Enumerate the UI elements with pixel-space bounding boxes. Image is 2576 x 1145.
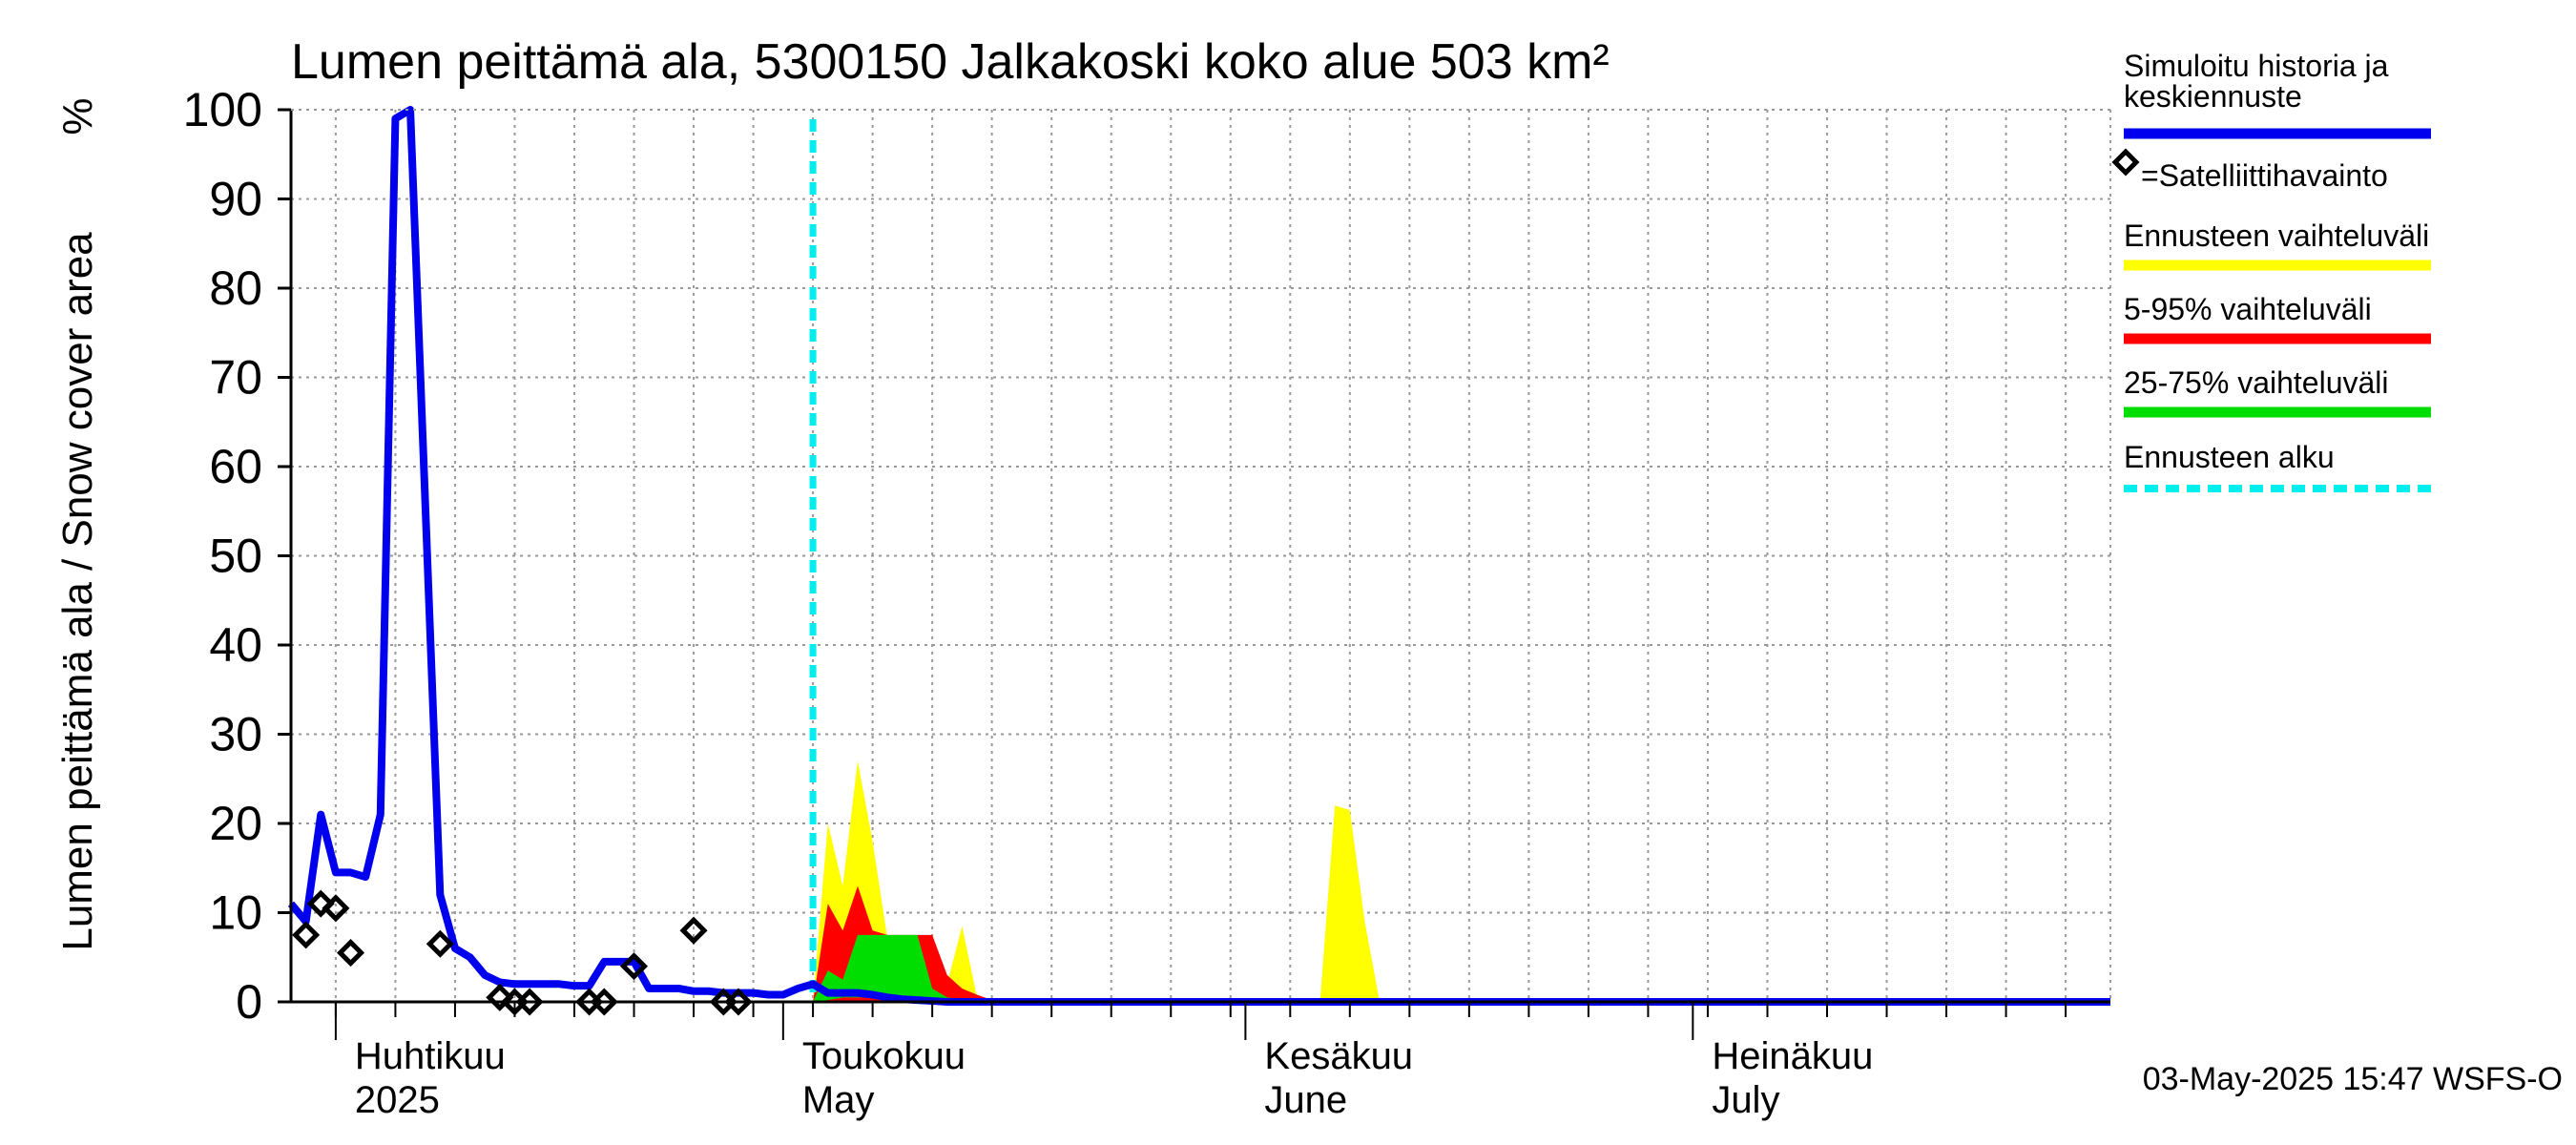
grid [291,109,2110,1002]
y-axis-label: Lumen peittämä ala / Snow cover area [54,232,101,951]
y-tick-label: 60 [209,440,262,493]
month-label-fi: Heinäkuu [1712,1035,1873,1077]
satellite-observations [292,889,753,1016]
y-tick-labels: 0 10 20 30 40 50 60 70 80 90 100 [183,83,262,1029]
satellite-marker [306,889,335,918]
legend-label: Ennusteen vaihteluväli [2124,219,2429,253]
y-tick-label: 40 [209,618,262,672]
y-tick-label: 10 [209,886,262,940]
satellite-marker [426,929,454,958]
satellite-marker [322,894,350,923]
month-label-fi: Huhtikuu [355,1035,506,1077]
y-tick-label: 0 [236,975,262,1029]
y-tick-label: 50 [209,530,262,583]
satellite-marker [515,988,544,1016]
month-label-en: July [1712,1079,1779,1121]
legend-label: 25-75% vaihteluväli [2124,365,2389,400]
y-axis-unit: % [54,97,101,135]
y-tick-label: 80 [209,261,262,315]
legend-label: =Satelliittihavainto [2141,158,2388,193]
y-tick-label: 70 [209,351,262,405]
legend-label: 5-95% vaihteluväli [2124,292,2372,326]
legend-label: Ennusteen alku [2124,440,2335,474]
month-label-fi: Toukokuu [802,1035,966,1077]
satellite-marker [619,952,649,981]
footer-timestamp: 03-May-2025 15:47 WSFS-O [2143,1061,2563,1097]
satellite-marker [590,988,618,1016]
forecast-bands [813,760,1395,1002]
band-yellow [813,760,1395,1002]
legend-label: Simuloitu historia ja [2124,49,2389,83]
axes [278,108,2111,1040]
series-lines [287,106,2110,1006]
satellite-marker [724,988,753,1016]
satellite-marker [292,921,321,949]
satellite-marker [679,916,708,945]
satellite-marker [486,983,514,1011]
band-green [813,934,1008,1002]
y-tick-label: 30 [209,708,262,761]
month-label-en: May [802,1079,875,1121]
satellite-marker [336,939,365,968]
y-tick-label: 20 [209,797,262,850]
y-tick-label: 100 [183,83,262,136]
y-tick-label: 90 [209,173,262,226]
legend-label: keskiennuste [2124,79,2302,114]
legend-marker [2111,148,2140,177]
month-label-fi: Kesäkuu [1264,1035,1413,1077]
simulated-history-line [287,106,2110,1006]
month-label-en: 2025 [355,1079,440,1121]
month-label-en: June [1264,1079,1347,1121]
chart-title: Lumen peittämä ala, 5300150 Jalkakoski k… [291,34,1610,90]
